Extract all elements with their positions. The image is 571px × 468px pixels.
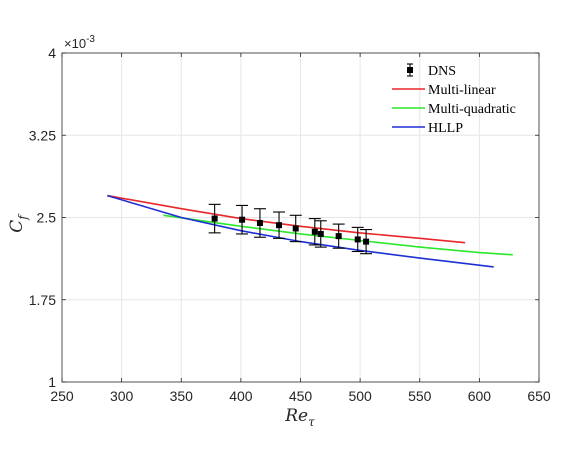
dns-data-point	[273, 211, 286, 239]
x-tick-label: 400	[229, 388, 253, 404]
dns-errorbars	[208, 203, 373, 255]
dns-marker	[311, 228, 318, 235]
y-tick-label: 1.75	[29, 292, 56, 308]
x-tick-label: 450	[289, 388, 313, 404]
dns-marker	[335, 233, 342, 240]
x-tick-label: 500	[348, 388, 372, 404]
legend-entry-multi-quadratic: Multi-quadratic	[392, 102, 516, 117]
y-tick-label: 3.25	[29, 127, 56, 143]
dns-data-point	[236, 204, 249, 235]
dns-marker	[276, 222, 283, 229]
x-tick-label: 650	[527, 388, 551, 404]
dns-data-point	[289, 214, 302, 243]
dns-marker	[317, 230, 324, 237]
series-line-multi-linear	[107, 194, 466, 244]
legend-label: DNS	[428, 64, 456, 79]
legend-entry-multi-linear: Multi-linear	[392, 83, 496, 98]
legend-label: HLLP	[428, 121, 463, 136]
x-axis-ticks: 250 300 350 400 450 500 550 600 650	[50, 53, 551, 404]
dns-data-point	[308, 218, 321, 246]
legend-entry-dns: DNS	[407, 63, 456, 79]
dns-marker	[239, 216, 246, 223]
dns-data-point	[332, 223, 345, 249]
dns-marker	[354, 236, 361, 243]
dns-marker	[292, 225, 299, 232]
dns-marker	[256, 219, 263, 226]
y-axis-title: Cf	[7, 213, 30, 233]
y-exponent-label: ×10-3	[64, 34, 95, 51]
x-axis-title: Reτ	[284, 406, 315, 429]
x-tick-label: 350	[170, 388, 194, 404]
y-tick-label: 1	[48, 374, 56, 390]
dns-data-point	[208, 203, 221, 234]
dns-data-point	[351, 226, 364, 253]
legend-entry-hllp: HLLP	[392, 121, 463, 136]
legend-marker	[407, 67, 413, 73]
dns-data-point	[314, 220, 327, 248]
dns-data-point	[253, 208, 266, 238]
y-axis-ticks: 1 1.75 2.5 3.25 4	[29, 45, 539, 390]
dns-data-point	[360, 229, 373, 255]
legend-label: Multi-quadratic	[428, 102, 516, 117]
x-tick-label: 250	[50, 388, 74, 404]
legend-label: Multi-linear	[428, 83, 496, 98]
legend: DNS Multi-linear Multi-quadratic HLLP	[392, 63, 516, 136]
x-tick-label: 300	[110, 388, 134, 404]
x-tick-label: 600	[468, 388, 492, 404]
dns-marker	[363, 238, 370, 245]
y-tick-label: 4	[48, 45, 56, 61]
x-tick-label: 550	[408, 388, 432, 404]
dns-marker	[211, 215, 218, 222]
y-tick-label: 2.5	[37, 210, 57, 226]
